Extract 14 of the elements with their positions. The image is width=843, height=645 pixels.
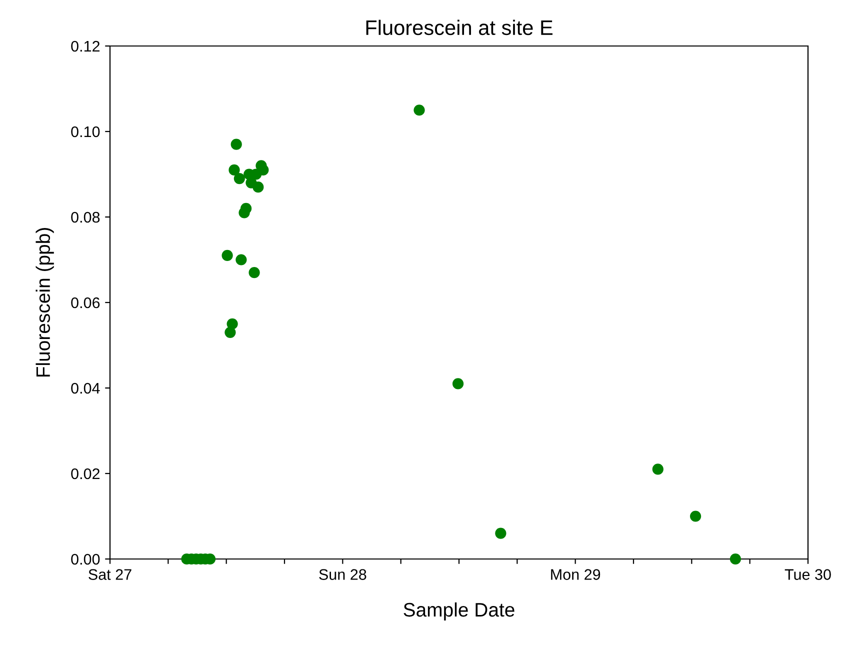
y-tick-label: 0.06 — [71, 297, 100, 308]
y-tick-label: 0.10 — [71, 126, 100, 138]
y-tick-label: 0.00 — [71, 554, 100, 565]
y-axis-title: Fluorescein (ppb) — [36, 228, 54, 377]
x-tick-label: Sat 27 — [88, 569, 132, 580]
chart-title: Fluorescein at site E — [366, 20, 552, 36]
y-tick-label: 0.02 — [71, 468, 100, 480]
y-tick-label: 0.08 — [71, 212, 100, 223]
x-tick-label: Mon 29 — [551, 569, 600, 580]
y-tick-label: 0.04 — [71, 382, 100, 394]
x-tick-label: Sun 28 — [319, 569, 366, 580]
x-axis-title: Sample Date — [404, 602, 514, 621]
x-tick-label: Tue 30 — [784, 569, 831, 580]
y-tick-label: 0.12 — [71, 40, 100, 52]
